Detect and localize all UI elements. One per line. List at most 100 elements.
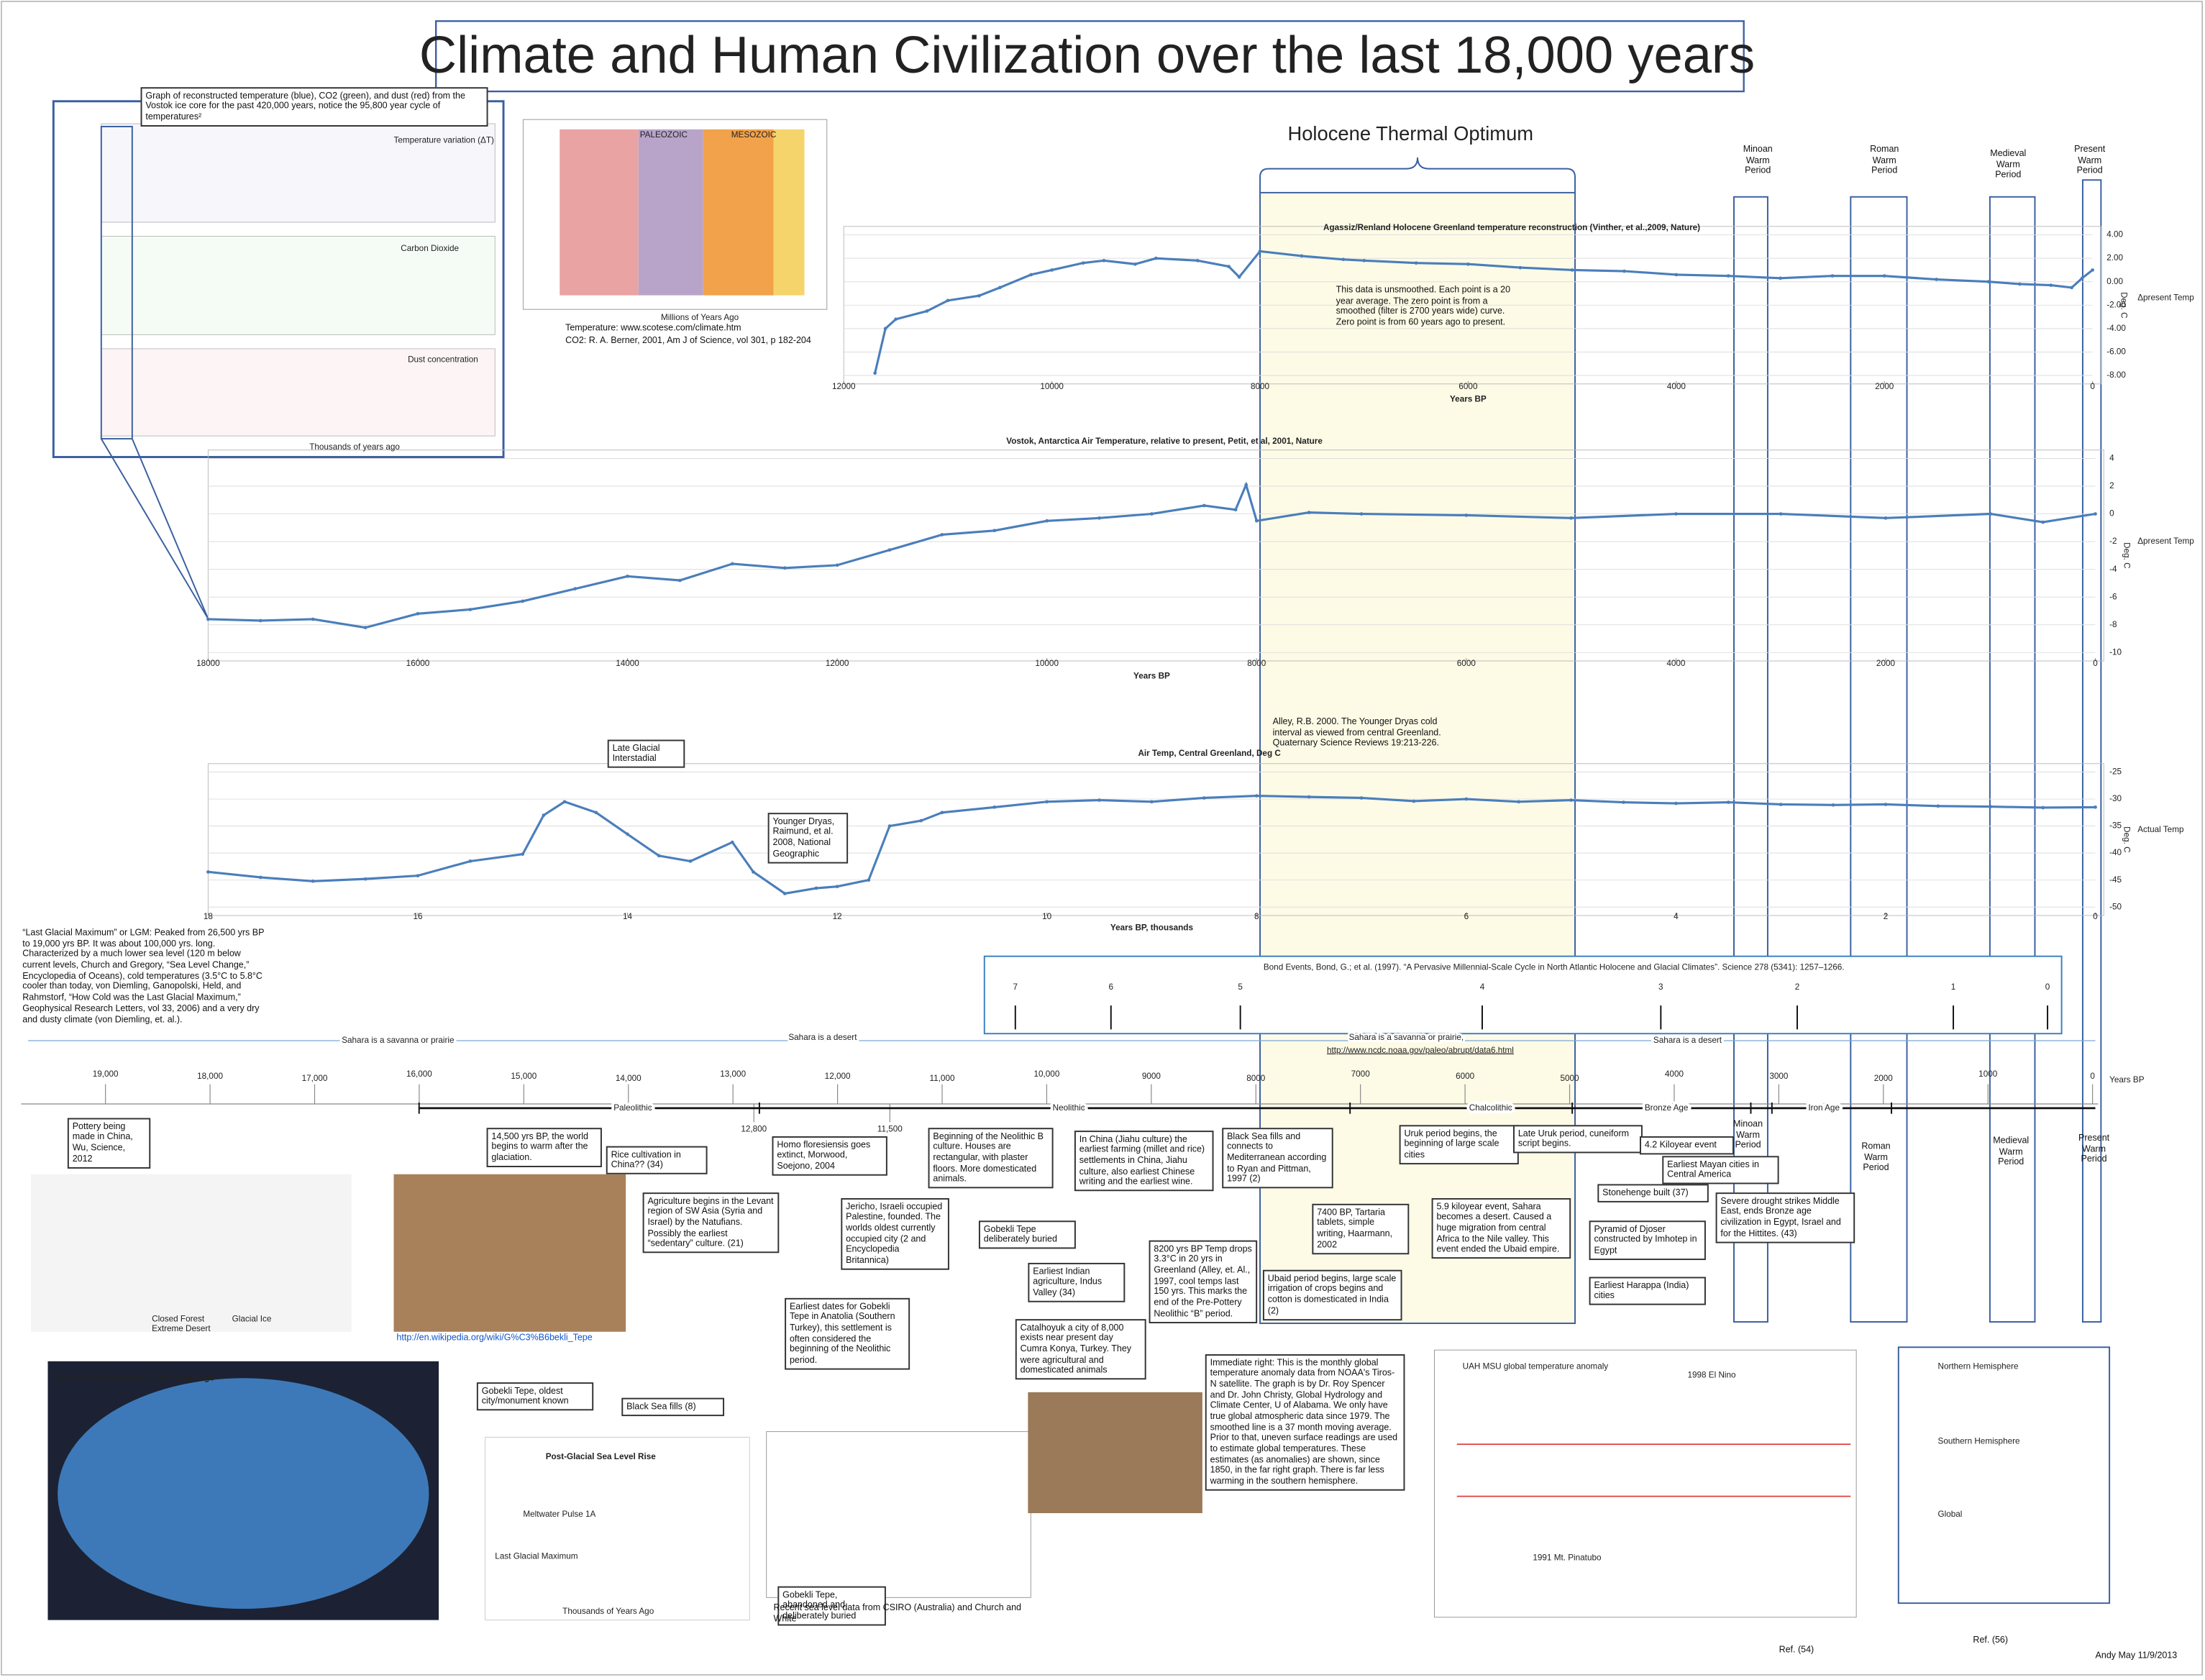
inset-label: Post-Glacial Sea Level Rise [546, 1452, 657, 1461]
annotation: Black Sea fills and connects to Mediterr… [1222, 1128, 1333, 1190]
warm-period-label: Present Warm Period [2078, 1133, 2110, 1165]
annotation: Immediate right: This is the monthly glo… [1205, 1354, 1405, 1492]
y-tick-label: -2 [2109, 537, 2117, 546]
inset-label: Last Glacial Maximum 18,000 years ago [56, 1373, 214, 1382]
annotation: Gobekli Tepe deliberately buried [978, 1220, 1076, 1250]
data-point [626, 574, 629, 578]
timeline-tick-label: 16,000 [406, 1069, 432, 1079]
timeline-marker-label: 12,800 [741, 1124, 767, 1133]
side-label: Δpresent Temp [2137, 293, 2194, 303]
roman-band [1850, 196, 1908, 1323]
data-point [416, 874, 420, 878]
data-point [2094, 512, 2097, 516]
inset-label: 1991 Mt. Pinatubo [1533, 1553, 1602, 1563]
poster-title: Climate and Human Civilization over the … [419, 27, 1755, 84]
sahara-url: http://www.ncdc.noaa.gov/paleo/abrupt/da… [1327, 1046, 1514, 1055]
data-point [1300, 254, 1304, 258]
annotation: Alley, R.B. 2000. The Younger Dryas cold… [1272, 717, 1441, 749]
plot-frame [207, 449, 2104, 662]
data-point [1045, 800, 1049, 804]
annotation: 5.9 kiloyear event, Sahara becomes a des… [1431, 1198, 1571, 1259]
annotation: 4.2 Kiloyear event [1639, 1136, 1735, 1154]
data-point [1307, 511, 1311, 514]
data-point [1882, 274, 1886, 278]
data-point [2091, 268, 2094, 272]
data-point [468, 859, 472, 863]
data-point [867, 878, 871, 882]
y-tick-label: -6.00 [2106, 347, 2126, 357]
timeline-tick-label: 10,000 [1034, 1069, 1060, 1079]
side-label: Actual Temp [2137, 825, 2184, 834]
annotation: Earliest dates for Gobekli Tepe in Anato… [785, 1297, 910, 1370]
x-tick-label: 0 [2090, 382, 2095, 391]
data-point [1779, 803, 1783, 806]
data-point [521, 852, 525, 856]
timeline-tick-label: 2000 [1874, 1074, 1894, 1083]
data-point [1569, 516, 1573, 520]
y-tick-label: 0 [2109, 509, 2114, 519]
timeline-tick-label: 12,000 [825, 1072, 851, 1081]
data-point [887, 548, 892, 552]
x-tick-label: 18000 [196, 659, 220, 668]
data-point [1362, 259, 1366, 262]
bond-box [983, 955, 2063, 1035]
inset-panel [101, 348, 496, 437]
y-tick-label: 2.00 [2106, 253, 2123, 262]
data-point [2094, 805, 2097, 809]
y-tick-label: -2.00 [2106, 300, 2126, 309]
data-point [1831, 803, 1835, 807]
annotation: Pottery being made in China, Wu, Science… [67, 1118, 151, 1169]
data-point [887, 824, 892, 828]
data-point [873, 371, 877, 375]
data-point [1202, 503, 1206, 508]
timeline-tick-label: 5000 [1560, 1074, 1579, 1083]
timeline-unit: Years BP [2109, 1075, 2145, 1085]
data-point [1674, 273, 1679, 277]
chart-title: Agassiz/Renland Holocene Greenland tempe… [1323, 223, 1700, 232]
data-point [782, 892, 787, 895]
data-point [946, 298, 950, 303]
sahara-label: Sahara is a savanna or prairie, [1349, 1033, 1464, 1042]
timeline-tick-label: 6000 [1456, 1072, 1475, 1081]
x-tick-label: 12000 [826, 659, 849, 668]
data-point [730, 840, 734, 844]
data-point [1518, 265, 1522, 270]
y-tick-label: -4.00 [2106, 324, 2126, 333]
vegetation-map [31, 1174, 352, 1332]
data-point [678, 578, 682, 583]
data-point [1045, 519, 1049, 523]
x-tick-label: 10000 [1035, 659, 1059, 668]
y-tick-label: 4 [2109, 454, 2114, 463]
data-point [1237, 275, 1241, 279]
data-point [1779, 512, 1783, 516]
y-tick-label: -50 [2109, 902, 2122, 911]
sea-level-chart [485, 1436, 750, 1621]
data-point [573, 587, 577, 590]
annotation: Homo floresiensis goes extinct, Morwood,… [772, 1136, 887, 1176]
y-tick-label: -4 [2109, 565, 2117, 574]
warm-period-label: Roman Warm Period [1861, 1141, 1891, 1174]
annotation: Recent sea level data from CSIRO (Austra… [773, 1603, 1021, 1624]
data-point [730, 562, 734, 566]
x-tick-label: 8000 [1247, 659, 1266, 668]
side-label: Δpresent Temp [2137, 537, 2194, 546]
present-band [2081, 179, 2102, 1323]
inset-label: Northern Hemisphere [1938, 1362, 2019, 1371]
inset-label: Thousands of Years Ago [562, 1607, 654, 1616]
data-point [1150, 512, 1154, 516]
annotation: Ubaid period begins, large scale irrigat… [1262, 1269, 1402, 1320]
data-point [1935, 278, 1938, 281]
annotation: Stonehenge built (37) [1597, 1184, 1709, 1202]
data-point [542, 813, 546, 817]
x-tick-label: 2000 [1875, 382, 1894, 391]
annotation: 14,500 yrs BP, the world begins to warm … [486, 1128, 602, 1168]
inset-label: Global [1938, 1510, 1963, 1519]
timeline-tick-label: 14,000 [616, 1074, 642, 1083]
era-band [773, 129, 805, 296]
x-tick-label: 8000 [1251, 382, 1270, 391]
timeline-tick-label: 9000 [1142, 1072, 1161, 1081]
data-point [258, 875, 262, 880]
timeline-marker-label: 11,500 [877, 1124, 903, 1133]
warm-period-label: Medieval Warm Period [1990, 149, 2027, 181]
